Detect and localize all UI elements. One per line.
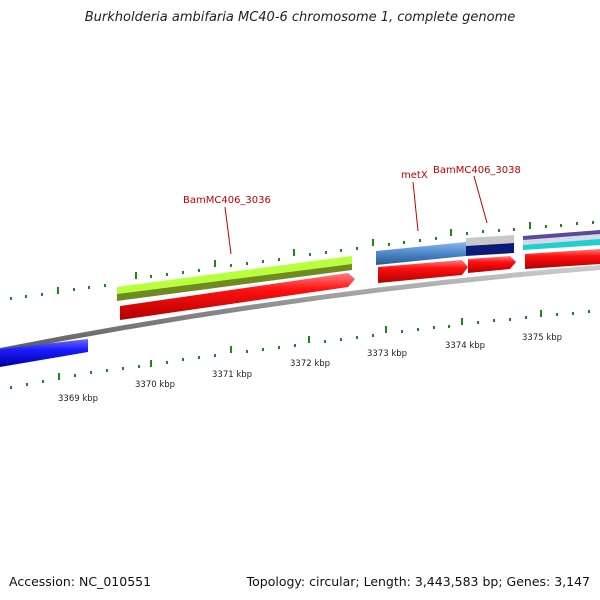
silver-feature (466, 235, 514, 246)
olive-feature (117, 264, 352, 301)
metx-upper-feature (376, 242, 466, 265)
accession-text: Accession: NC_010551 (9, 574, 152, 589)
right-cyan-feature (523, 239, 600, 250)
gene-label-metx: metX (401, 170, 428, 181)
right-silver-feature (523, 234, 600, 246)
navy-feature (466, 243, 514, 256)
tick-label-3369: 3369 kbp (58, 394, 98, 404)
tick-label-3373: 3373 kbp (367, 349, 407, 359)
leader-line-metx (412, 181, 419, 232)
leader-line-bammc406-3038 (473, 175, 488, 224)
genome-summary-text: Topology: circular; Length: 3,443,583 bp… (246, 574, 590, 589)
lime-feature (117, 256, 352, 294)
gene-label-bammc406-3038: BamMC406_3038 (433, 165, 521, 176)
map-title: Burkholderia ambifaria MC40-6 chromosome… (84, 10, 516, 25)
tick-label-3375: 3375 kbp (522, 333, 562, 343)
gene-label-bammc406-3036: BamMC406_3036 (183, 195, 271, 206)
leader-line-bammc406-3036 (224, 206, 232, 255)
tick-label-3370: 3370 kbp (135, 380, 175, 390)
cds-arrow-metx (378, 260, 468, 283)
lower-tick-row (10, 310, 590, 389)
right-red-feature (525, 249, 600, 269)
genome-backbone (0, 265, 600, 353)
blue-feature (0, 339, 88, 367)
cds-arrow-bammc406-3036 (120, 273, 355, 320)
tick-label-3371: 3371 kbp (212, 370, 252, 380)
upper-tick-row (10, 221, 594, 300)
tick-label-3374: 3374 kbp (445, 341, 485, 351)
tick-label-3372: 3372 kbp (290, 359, 330, 369)
cds-arrow-bammc406-3038 (468, 256, 516, 273)
